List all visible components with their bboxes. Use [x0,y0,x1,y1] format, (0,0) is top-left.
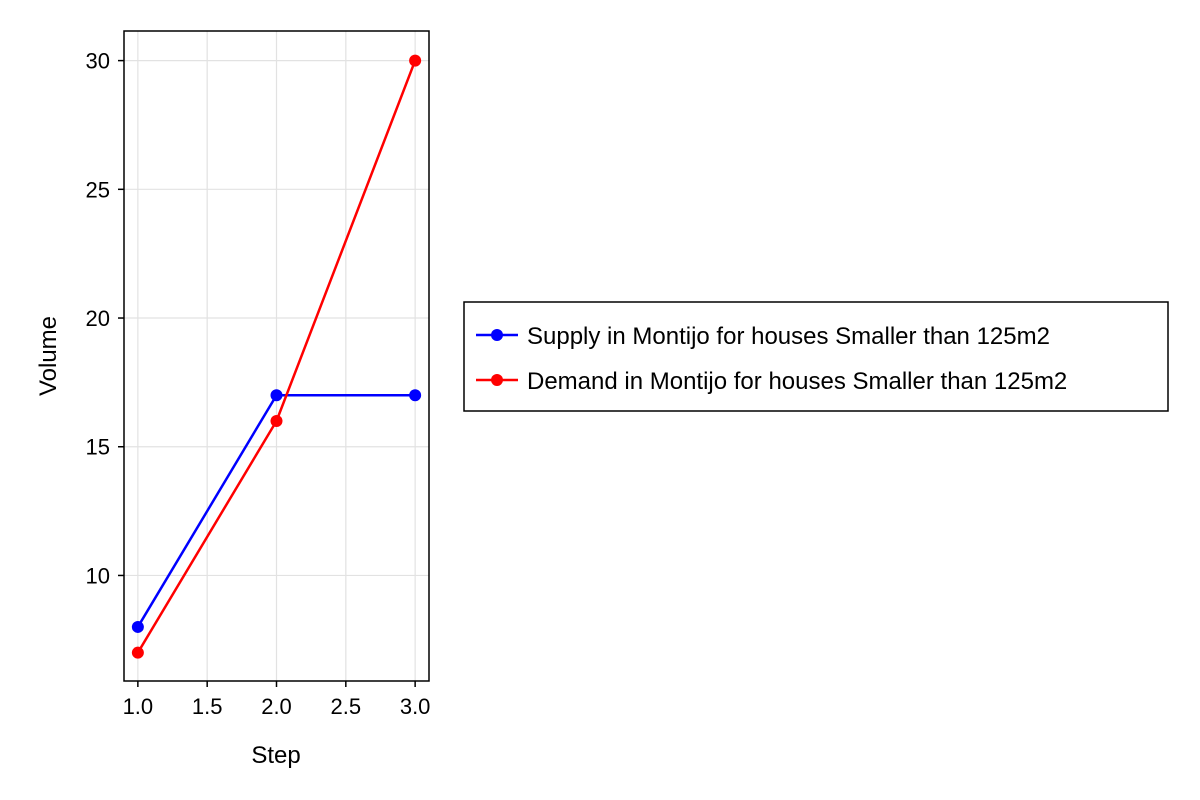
y-tick-label: 25 [86,177,110,202]
grid-lines [124,31,429,681]
x-tick-label: 2.0 [261,694,292,719]
x-tick-label: 3.0 [400,694,431,719]
y-axis-label: Volume [35,316,62,396]
x-tick-label: 2.5 [331,694,362,719]
axis-ticks: 1.0 1.5 2.0 2.5 3.0 10 15 20 25 30 [86,49,431,719]
y-tick-label: 10 [86,563,110,588]
data-point-1-1 [270,415,283,427]
legend-marker-supply [491,329,503,341]
x-axis-label: Step [251,742,300,769]
data-point-0-1 [270,389,283,402]
y-tick-label: 20 [86,306,110,331]
data-point-0-2 [409,389,422,402]
data-point-0-0 [131,620,144,633]
legend-label-demand: Demand in Montijo for houses Smaller tha… [527,368,1067,395]
x-tick-label: 1.0 [123,694,154,719]
x-tick-label: 1.5 [192,694,223,719]
legend-label-supply: Supply in Montijo for houses Smaller tha… [527,323,1050,350]
y-tick-label: 15 [86,435,110,460]
legend-marker-demand [491,374,503,386]
series-layer [131,54,422,659]
data-point-1-2 [409,54,422,67]
legend: Supply in Montijo for houses Smaller tha… [463,301,1169,412]
data-point-1-0 [131,646,144,659]
legend-box [463,301,1169,412]
y-tick-label: 30 [86,49,110,74]
